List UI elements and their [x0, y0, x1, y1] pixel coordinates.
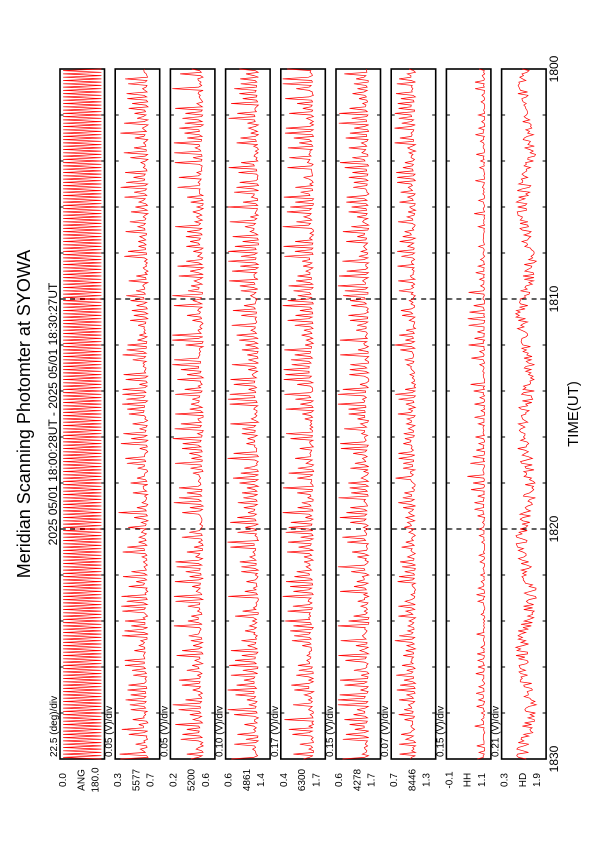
trace-ang [63, 68, 102, 760]
y-bottom-label: -0.1 [444, 771, 455, 789]
y-top-label: 1.7 [311, 773, 322, 787]
panel-scale-label: 0.21 (V)/div [491, 706, 502, 757]
y-top-label: 0.7 [146, 773, 157, 787]
x-tick-label: 1810 [547, 285, 561, 312]
panel-scale-label: 0.15 (V)/div [325, 706, 336, 757]
x-axis-label: TIME(UT) [565, 381, 582, 447]
panel-scale-label: 0.10 (V)/div [215, 706, 226, 757]
chart-title: Meridian Scanning Photomter at SYOWA [14, 250, 34, 578]
panel-scale-label: 22.5 (deg)/div [49, 696, 60, 757]
y-bottom-label: 0.3 [500, 773, 511, 787]
panel-hd: 0.21 (V)/div 1.9HD 0.3 [491, 68, 547, 787]
y-bottom-label: 0.3 [113, 773, 124, 787]
channel-name: 8446 [407, 768, 418, 791]
y-top-label: 1.7 [367, 773, 378, 787]
panel-5577: 0.05 (V)/div 0.7 5577 0.3 [104, 68, 161, 791]
x-tick-label: 1820 [547, 515, 561, 542]
channel-name: 6300 [297, 768, 308, 791]
channel-name: 5200 [187, 768, 198, 791]
trace-8446 [394, 68, 417, 760]
trace-6300 [282, 68, 315, 760]
y-top-label: 1.3 [422, 773, 433, 787]
trace-4861 [227, 68, 260, 760]
panel-frame [335, 68, 382, 760]
panel-scale-label: 0.05 (V)/div [159, 706, 170, 757]
panel-frame [114, 68, 161, 760]
y-bottom-label: 0.7 [389, 773, 400, 787]
panel-frame [445, 68, 492, 760]
channel-name: 4278 [352, 768, 363, 791]
panel-hh: 0.15 (V)/div 1.1HH -0.1 [435, 68, 492, 789]
y-bottom-label: 0.4 [279, 773, 290, 787]
trace-5577 [118, 68, 150, 760]
panel-ang: 22.5 (deg)/div 180.0 ANG 0.0 [49, 68, 106, 793]
x-tick-label: 1830 [547, 745, 561, 772]
trace-hd [514, 68, 538, 760]
panel-scale-label: 0.15 (V)/div [435, 706, 446, 757]
x-tick-labels: 1800 1810 1820 1830 [547, 55, 561, 772]
panel-8446: 0.07 (V)/div 1.3 8446 0.7 [380, 68, 437, 791]
panels: 22.5 (deg)/div 180.0 ANG 0.0 0.05 (V)/div 0.7… [49, 68, 547, 793]
y-bottom-label: 0.2 [168, 773, 179, 787]
y-top-label: 180.0 [91, 767, 102, 792]
trace-hh [467, 68, 486, 760]
y-top-label: 1.1 [477, 773, 488, 787]
y-top-label: 1.4 [256, 773, 267, 787]
y-bottom-label: 0.6 [224, 773, 235, 787]
channel-name: HH [463, 773, 474, 787]
panel-scale-label: 0.07 (V)/div [380, 706, 391, 757]
channel-name: HD [518, 773, 529, 787]
channel-name: 5577 [131, 768, 142, 791]
trace-5200 [172, 68, 205, 760]
x-tick-label: 1800 [547, 55, 561, 82]
panel-frame [500, 68, 547, 760]
channel-name: 4861 [242, 768, 253, 791]
panel-scale-label: 0.17 (V)/div [270, 706, 281, 757]
panel-scale-label: 0.05 (V)/div [104, 706, 115, 757]
time-range-label: 2025 05/01 18:00:28UT - 2025 05/01 18:30… [46, 282, 60, 545]
panel-4278: 0.15 (V)/div 1.7 4278 0.6 [325, 68, 382, 791]
y-bottom-label: 0.6 [334, 773, 345, 787]
panel-frame [224, 68, 271, 760]
trace-4278 [337, 68, 370, 760]
channel-name: ANG [76, 769, 87, 791]
y-top-label: 1.9 [532, 773, 543, 787]
y-top-label: 0.6 [201, 773, 212, 787]
y-bottom-label: 0.0 [58, 773, 69, 787]
